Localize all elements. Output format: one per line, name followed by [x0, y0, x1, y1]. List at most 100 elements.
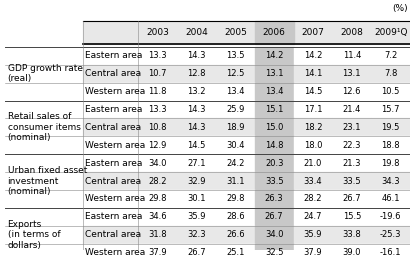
Bar — [216, 136, 255, 154]
Bar — [255, 226, 294, 244]
Bar — [177, 47, 216, 65]
Text: 29.8: 29.8 — [148, 195, 167, 204]
Bar — [371, 172, 410, 190]
Bar — [138, 208, 177, 226]
Text: Eastern area: Eastern area — [85, 51, 142, 60]
Bar — [294, 208, 332, 226]
Bar — [138, 136, 177, 154]
Bar — [177, 172, 216, 190]
Text: 13.3: 13.3 — [148, 51, 167, 60]
Bar — [255, 172, 294, 190]
Text: Central area: Central area — [85, 69, 141, 78]
Text: 10.5: 10.5 — [382, 87, 400, 96]
Text: 26.7: 26.7 — [265, 212, 283, 221]
Text: 34.3: 34.3 — [381, 176, 400, 186]
Text: Central area: Central area — [85, 123, 141, 132]
Bar — [177, 118, 216, 136]
Bar — [177, 136, 216, 154]
Text: 28.2: 28.2 — [304, 195, 322, 204]
Text: 15.0: 15.0 — [265, 123, 283, 132]
Text: 32.3: 32.3 — [187, 230, 206, 239]
Text: 13.2: 13.2 — [187, 87, 206, 96]
Text: 39.0: 39.0 — [342, 248, 361, 257]
Text: 34.6: 34.6 — [148, 212, 167, 221]
Text: 37.9: 37.9 — [148, 248, 167, 257]
Bar — [255, 154, 294, 172]
Text: 10.8: 10.8 — [148, 123, 167, 132]
Bar — [255, 136, 294, 154]
Text: 2007: 2007 — [301, 28, 325, 37]
Bar — [138, 101, 177, 118]
Text: Central area: Central area — [85, 176, 141, 186]
Bar — [332, 65, 371, 83]
Bar — [138, 65, 177, 83]
Text: 13.3: 13.3 — [148, 105, 167, 114]
Text: 24.7: 24.7 — [304, 212, 322, 221]
Bar — [255, 83, 294, 101]
Bar — [371, 83, 410, 101]
Text: 12.6: 12.6 — [342, 87, 361, 96]
Bar — [255, 190, 294, 208]
Bar — [255, 118, 294, 136]
Bar — [371, 47, 410, 65]
Bar — [294, 83, 332, 101]
Bar — [255, 65, 294, 83]
Bar — [216, 65, 255, 83]
Bar — [83, 190, 138, 208]
Bar — [371, 101, 410, 118]
Bar — [83, 118, 138, 136]
Bar — [255, 101, 294, 118]
Text: 15.1: 15.1 — [265, 105, 283, 114]
Bar — [255, 21, 294, 44]
Text: 19.8: 19.8 — [381, 159, 400, 168]
Text: 2008: 2008 — [340, 28, 363, 37]
Bar — [216, 226, 255, 244]
Text: 15.5: 15.5 — [343, 212, 361, 221]
Text: 14.5: 14.5 — [188, 141, 206, 150]
Text: Eastern area: Eastern area — [85, 159, 142, 168]
Text: Western area: Western area — [85, 141, 145, 150]
Text: 25.1: 25.1 — [226, 248, 244, 257]
Text: 14.8: 14.8 — [265, 141, 283, 150]
Bar — [371, 136, 410, 154]
Bar — [294, 136, 332, 154]
Text: -19.6: -19.6 — [380, 212, 401, 221]
Text: 14.5: 14.5 — [304, 87, 322, 96]
Text: Urban fixed asset
investment
(nominal): Urban fixed asset investment (nominal) — [7, 166, 87, 196]
Text: 26.3: 26.3 — [265, 195, 283, 204]
Bar — [332, 101, 371, 118]
Text: 13.5: 13.5 — [226, 51, 244, 60]
Text: 14.3: 14.3 — [187, 123, 206, 132]
Text: 14.1: 14.1 — [304, 69, 322, 78]
Bar — [216, 83, 255, 101]
Text: 19.5: 19.5 — [382, 123, 400, 132]
Text: 28.2: 28.2 — [148, 176, 167, 186]
Text: 37.9: 37.9 — [304, 248, 322, 257]
Text: 24.2: 24.2 — [226, 159, 244, 168]
Bar — [83, 65, 138, 83]
Text: 2003: 2003 — [146, 28, 169, 37]
Text: 21.3: 21.3 — [342, 159, 361, 168]
Bar — [138, 244, 177, 258]
Text: 15.7: 15.7 — [381, 105, 400, 114]
Bar — [332, 118, 371, 136]
Text: 20.3: 20.3 — [265, 159, 283, 168]
Text: 27.1: 27.1 — [187, 159, 206, 168]
Text: 33.5: 33.5 — [265, 176, 283, 186]
Text: 30.1: 30.1 — [187, 195, 206, 204]
Text: 2009¹Q: 2009¹Q — [374, 28, 407, 37]
Text: Western area: Western area — [85, 87, 145, 96]
Text: 12.8: 12.8 — [187, 69, 206, 78]
Text: 14.2: 14.2 — [304, 51, 322, 60]
Text: 31.1: 31.1 — [226, 176, 244, 186]
Bar — [216, 190, 255, 208]
Bar — [83, 154, 138, 172]
Bar — [216, 154, 255, 172]
Text: 14.2: 14.2 — [265, 51, 283, 60]
Bar — [332, 190, 371, 208]
Text: 46.1: 46.1 — [381, 195, 400, 204]
Bar — [83, 226, 138, 244]
Bar — [138, 47, 177, 65]
Text: Central area: Central area — [85, 230, 141, 239]
Text: 18.0: 18.0 — [304, 141, 322, 150]
